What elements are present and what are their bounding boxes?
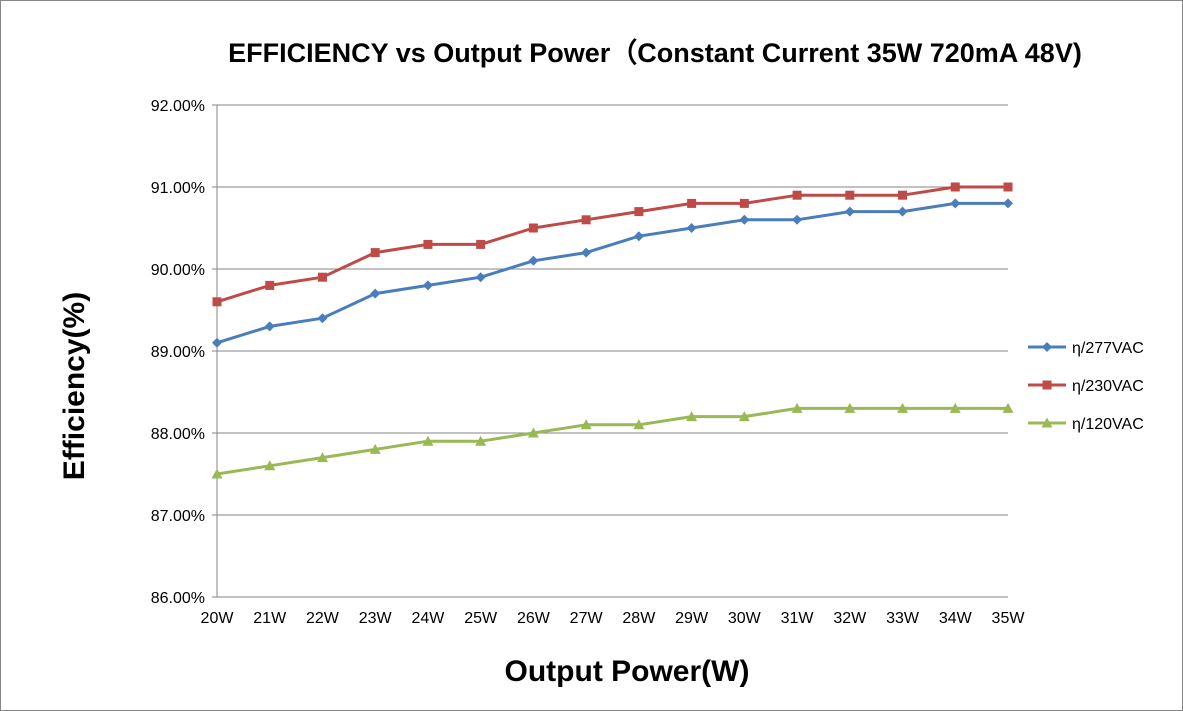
data-point-square [1042,380,1052,390]
x-tick-label: 33W [886,610,920,627]
y-tick-label: 90.00% [151,262,205,279]
y-tick-label: 86.00% [151,590,205,607]
x-axis-title: Output Power(W) [505,655,750,688]
y-tick-label: 88.00% [151,426,205,443]
data-point-diamond [844,206,855,217]
legend-label: η/120VAC [1072,416,1144,433]
data-point-square [845,190,855,200]
series-line [216,201,1008,345]
data-point-triangle [1002,402,1014,413]
x-tick-label: 23W [359,610,393,627]
data-point-diamond [950,198,961,209]
y-axis-title: Efficiency(%) [58,292,91,480]
x-tick-label: 29W [675,610,709,627]
data-point-square [317,272,327,282]
chart-title: EFFICIENCY vs Output Power（Constant Curr… [228,38,1082,68]
data-point-diamond [475,272,486,283]
data-point-square [581,215,591,225]
data-point-diamond [686,223,697,233]
x-tick-label: 22W [306,610,340,627]
data-point-triangle [369,443,381,454]
x-tick-label: 28W [622,610,656,627]
x-tick-label: 20W [201,610,235,627]
y-tick-labels: 86.00% 87.00% 88.00% 89.00% 90.00% 91.00% 92.0… [151,98,205,607]
series-1 [212,198,1013,348]
data-point-square [528,223,538,233]
data-point-diamond [422,280,433,291]
legend-entry: η/277VAC [1028,340,1144,357]
x-tick-labels: 20W 21W 22W 23W 24W 25W 26W 27W 28W 29W 30W 31W 32W 3… [201,610,1026,627]
y-tick-label: 87.00% [151,508,205,525]
data-point-diamond [317,313,328,324]
data-point-triangle [264,460,276,471]
x-tick-label: 34W [939,610,973,627]
x-tick-label: 26W [517,610,551,627]
data-point-square [265,280,275,290]
gridlines [217,104,1008,516]
data-point-triangle [580,419,592,430]
legend-label: η/277VAC [1072,340,1144,357]
data-point-square [1003,182,1013,192]
data-point-diamond [264,321,275,332]
data-point-triangle [527,427,539,438]
x-tick-label: 24W [411,610,445,627]
data-point-triangle [1041,417,1053,428]
x-tick-label: 21W [253,610,287,627]
data-point-triangle [475,435,487,446]
series-3 [211,402,1014,479]
series-line [216,185,1008,304]
data-point-square [739,198,749,208]
data-point-diamond [739,214,750,225]
x-tick-label: 32W [833,610,867,627]
x-tick-label: 27W [570,610,604,627]
data-point-diamond [1003,198,1013,209]
data-point-square [792,190,802,200]
series-group [211,182,1014,479]
data-point-square [212,297,222,307]
x-tick-label: 31W [781,610,815,627]
data-point-triangle [316,452,328,463]
legend-entry: η/120VAC [1028,416,1144,433]
data-point-diamond [792,214,803,225]
series-line [216,406,1008,476]
data-point-square [423,239,433,249]
data-point-square [898,190,908,200]
data-point-triangle [686,411,698,422]
data-point-triangle [791,402,803,413]
legend-label: η/230VAC [1072,378,1144,395]
legend: η/277VAC η/230VAC η/120VAC [1028,340,1144,433]
y-tick-label: 91.00% [151,180,205,197]
data-point-triangle [633,419,645,430]
y-tick-label: 89.00% [151,344,205,361]
data-point-triangle [844,402,856,413]
data-point-square [476,239,486,249]
x-tick-label: 25W [464,610,498,627]
data-point-square [370,248,380,258]
legend-entry: η/230VAC [1028,378,1144,395]
data-point-diamond [370,288,381,299]
data-point-diamond [897,206,908,217]
data-point-triangle [738,411,750,422]
axes [212,104,1008,598]
x-tick-label: 30W [728,610,762,627]
data-point-diamond [1042,342,1052,352]
data-point-diamond [581,247,592,258]
series-2 [212,182,1013,307]
data-point-triangle [949,402,961,413]
data-point-square [687,198,697,208]
x-tick-label: 35W [992,610,1026,627]
data-point-diamond [212,337,222,348]
data-point-diamond [528,255,539,266]
data-point-square [634,207,644,217]
data-point-triangle [897,402,909,413]
data-point-triangle [422,435,434,446]
data-point-square [950,182,960,192]
data-point-triangle [211,468,223,479]
y-tick-label: 92.00% [151,98,205,115]
data-point-diamond [633,231,644,242]
